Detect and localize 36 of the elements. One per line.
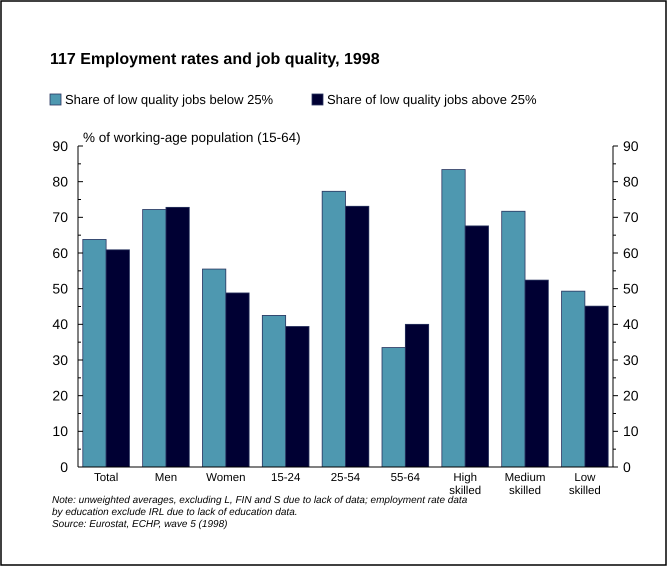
x-tick-label: 55-64 [390,472,421,484]
x-tick-label: 25-54 [330,472,361,484]
y2-tick-label: 50 [623,280,639,297]
y2-tick-label: 40 [623,316,639,332]
y2-tick-label: 10 [623,423,639,440]
text: Note: unweighted averages, excluding L, FIN and S due to lack of data; employment rate data [52,495,468,506]
y2-tick-label: 30 [623,352,639,368]
x-tick-label: Men [154,472,178,484]
y-tick-label: 40 [52,316,68,332]
y-tick-label: 70 [52,209,68,226]
y-tick-label: 80 [52,174,68,190]
y2-tick-label: 60 [623,244,639,261]
y-tick-label: 0 [60,458,68,475]
y-tick-label: 30 [52,352,68,368]
x-tick-label: Medium skilled [504,472,546,497]
x-tick-label: High skilled [449,472,482,497]
source-note: Source: Eurostat, ECHP, wave 5 (1998) [52,519,228,530]
legend-label: Share of low quality jobs below 25% [65,92,274,107]
text: by education exclude IRL due to lack of education data. [52,507,298,518]
y-tick-label: 50 [52,280,68,297]
y-tick-label: 20 [52,388,68,404]
x-tick-label: Women [206,472,246,484]
y-tick-label: 10 [52,423,68,440]
chart-title: 117 Employment rates and job quality, 1998 [50,51,380,68]
y2-tick-label: 20 [623,388,639,404]
x-tick-label: Low skilled [568,472,601,497]
x-tick-label: Total [94,472,118,484]
legend-label: Share of low quality jobs above 25% [327,92,538,107]
x-tick-label: 15-24 [270,472,301,484]
y2-tick-label: 0 [623,458,631,475]
y2-tick-label: 90 [623,138,639,154]
y-axis-title: % of working-age population (15-64) [83,130,301,145]
y-tick-label: 60 [52,244,68,261]
y2-tick-label: 80 [623,174,639,190]
y2-tick-label: 70 [623,209,639,226]
y-tick-label: 90 [52,138,68,154]
